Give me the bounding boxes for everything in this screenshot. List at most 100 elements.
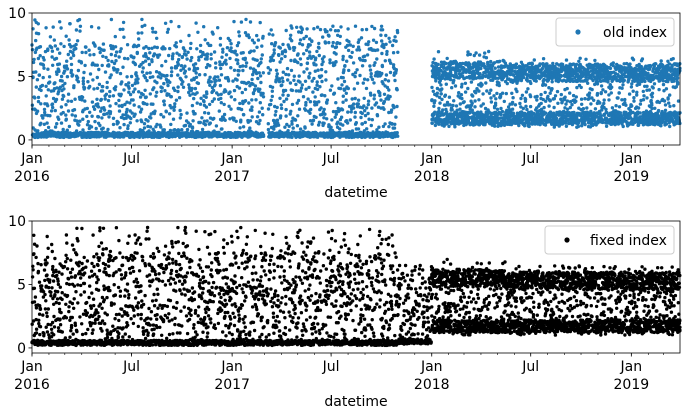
data-point: [440, 87, 444, 91]
data-point: [261, 91, 265, 96]
data-point: [126, 124, 130, 128]
data-point: [229, 107, 233, 111]
data-point: [154, 70, 159, 74]
data-point: [438, 101, 442, 105]
data-point: [355, 81, 360, 85]
data-point: [218, 60, 222, 64]
data-point: [349, 55, 353, 59]
data-point: [284, 107, 288, 112]
data-point: [51, 25, 55, 29]
data-point: [48, 80, 52, 84]
data-point: [188, 122, 192, 127]
data-point: [108, 104, 112, 108]
data-point: [280, 76, 284, 80]
data-point: [167, 112, 172, 116]
data-point: [194, 75, 199, 80]
data-point: [244, 64, 248, 69]
data-point: [255, 115, 260, 119]
data-point: [608, 66, 613, 71]
data-point: [221, 47, 225, 51]
data-point: [493, 124, 497, 128]
data-point: [323, 40, 327, 44]
data-point: [380, 39, 384, 43]
data-point: [236, 41, 241, 45]
data-point: [277, 53, 281, 58]
data-point: [321, 60, 325, 64]
data-point: [576, 124, 581, 129]
data-point: [261, 36, 265, 40]
data-point: [546, 94, 550, 99]
data-point: [35, 109, 40, 113]
data-point: [143, 59, 148, 63]
data-point: [395, 88, 399, 92]
data-point: [328, 58, 332, 62]
data-point: [65, 75, 70, 79]
data-point: [310, 39, 314, 43]
data-point: [62, 94, 66, 99]
data-point: [36, 56, 41, 61]
data-point: [459, 93, 464, 97]
data-point: [303, 108, 308, 112]
data-point: [58, 20, 62, 24]
data-point: [290, 88, 295, 93]
data-point: [541, 57, 546, 61]
data-point: [107, 115, 111, 119]
data-point: [274, 109, 278, 114]
data-point: [489, 100, 494, 104]
data-point: [187, 67, 191, 71]
data-point: [53, 81, 57, 85]
data-point: [51, 105, 55, 110]
data-point: [306, 97, 310, 101]
data-point: [360, 122, 364, 126]
data-point: [163, 21, 168, 25]
data-point: [154, 94, 158, 98]
data-point: [100, 116, 104, 120]
data-point: [216, 26, 220, 30]
data-point: [350, 50, 354, 55]
data-point: [575, 85, 579, 90]
data-point: [78, 119, 82, 123]
data-point: [384, 33, 388, 38]
data-point: [164, 109, 168, 113]
data-point: [495, 91, 499, 96]
data-point: [191, 119, 195, 123]
data-point: [365, 127, 369, 131]
data-point: [78, 24, 83, 28]
data-point: [213, 83, 217, 87]
data-point: [37, 73, 41, 77]
data-point: [109, 17, 114, 22]
data-point: [125, 43, 130, 47]
data-point: [437, 106, 441, 111]
data-point: [121, 27, 125, 31]
data-point: [47, 75, 52, 79]
data-point: [209, 43, 213, 48]
data-point: [304, 34, 308, 39]
data-point: [339, 115, 344, 119]
data-point: [383, 78, 387, 82]
data-point: [192, 96, 196, 101]
data-point: [66, 52, 71, 57]
data-point: [519, 96, 523, 101]
data-point: [176, 85, 180, 89]
data-point: [346, 48, 351, 53]
data-point: [259, 57, 263, 61]
data-point: [297, 74, 301, 78]
data-point: [344, 98, 348, 102]
data-point: [380, 28, 385, 32]
data-point: [372, 93, 377, 97]
data-point: [239, 107, 244, 112]
data-point: [433, 99, 437, 103]
data-point: [290, 102, 295, 107]
data-point: [642, 94, 646, 98]
data-point: [484, 81, 488, 85]
data-point: [238, 101, 242, 106]
data-point: [44, 94, 48, 98]
data-point: [98, 50, 102, 55]
data-point: [238, 126, 242, 130]
data-point: [55, 47, 60, 51]
data-point: [176, 73, 180, 77]
data-point: [86, 80, 90, 84]
data-point: [71, 73, 75, 77]
data-point: [296, 98, 301, 103]
data-point: [129, 74, 134, 79]
